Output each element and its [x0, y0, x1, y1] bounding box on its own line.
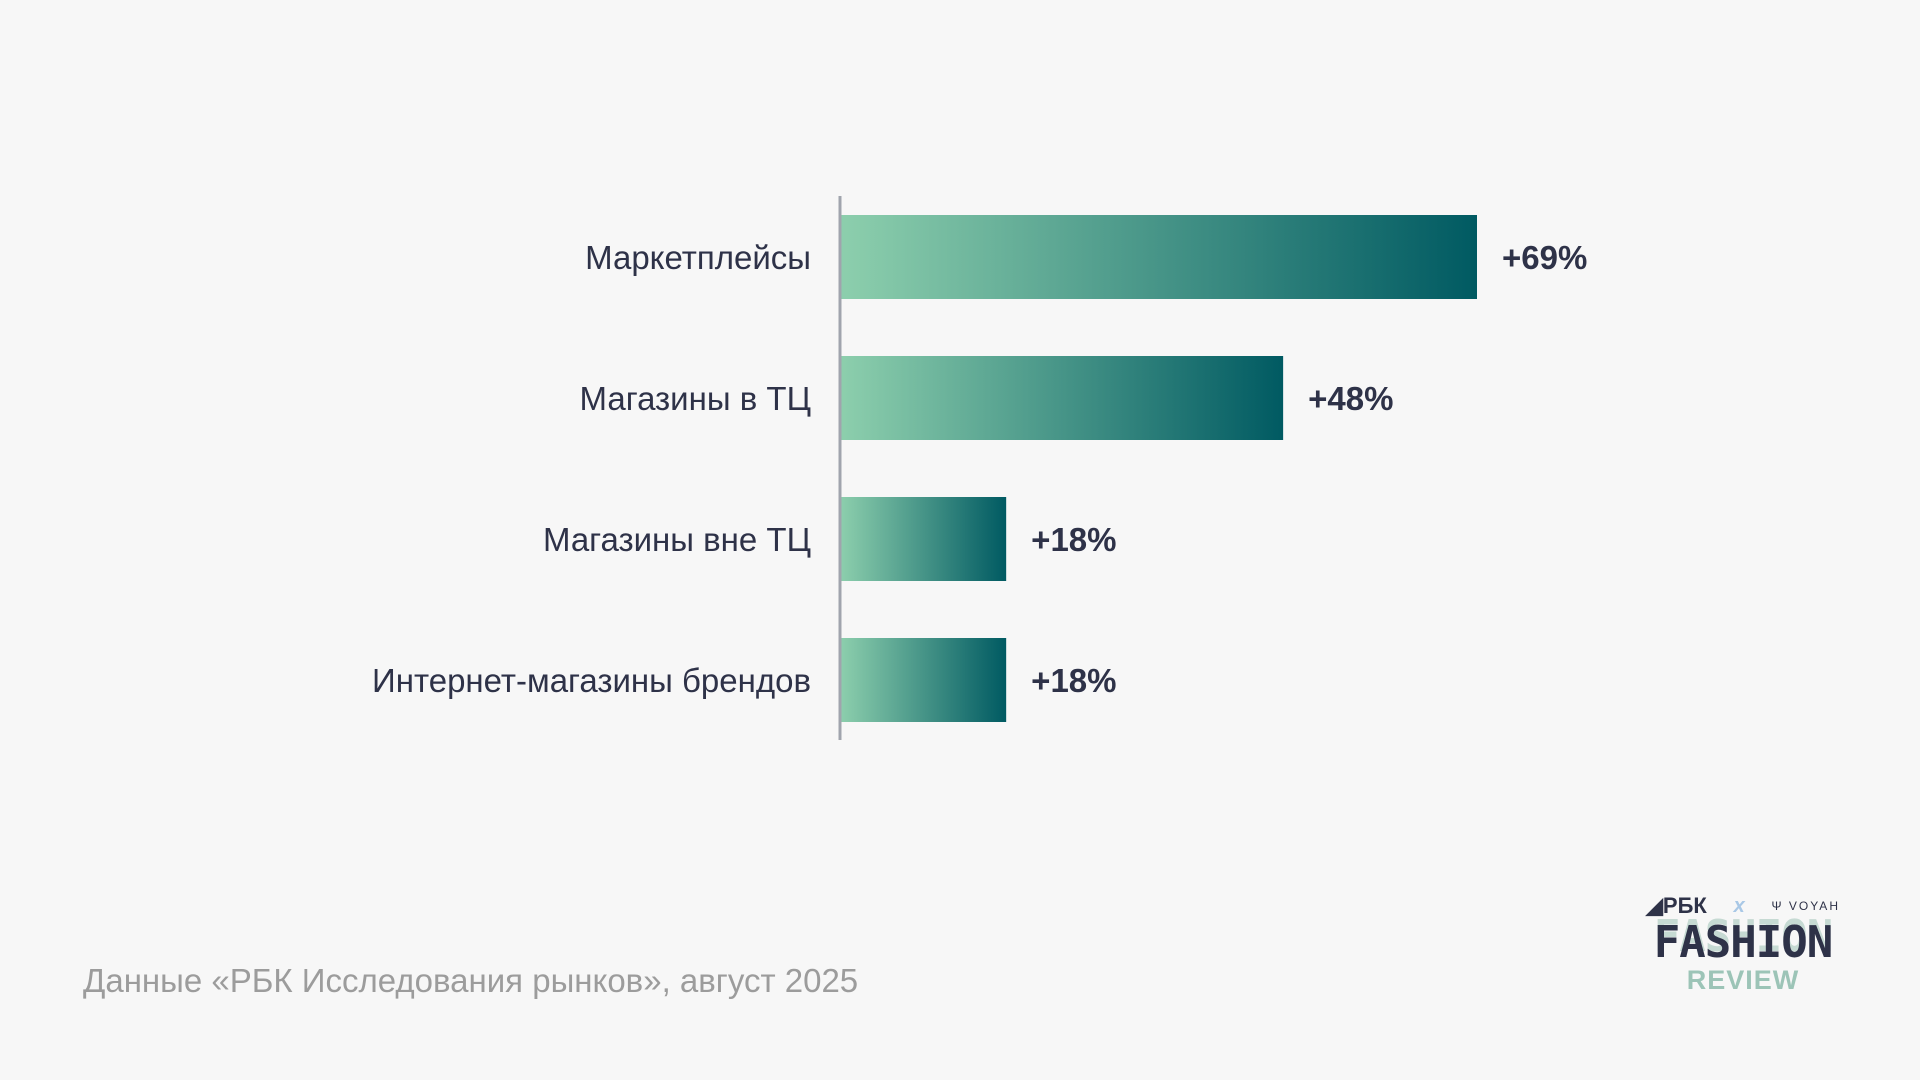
rbk-logo: ◢РБК	[1646, 893, 1707, 918]
fashion-review-logo: ◢РБК x Ψ VOYAH FASHION REVIEW	[1646, 893, 1840, 995]
voyah-logo: Ψ VOYAH	[1771, 899, 1840, 913]
value-label: +48%	[1308, 380, 1393, 417]
category-label: Интернет-магазины брендов	[372, 662, 811, 699]
category-label: Магазины в ТЦ	[580, 380, 811, 417]
logo-x: x	[1733, 894, 1745, 917]
value-label: +18%	[1031, 521, 1116, 558]
bar	[840, 497, 1007, 581]
logo-fashion: FASHION	[1653, 917, 1833, 968]
logo-review: REVIEW	[1686, 965, 1800, 995]
bar	[840, 215, 1477, 299]
bar	[840, 356, 1284, 440]
bar	[840, 638, 1007, 722]
value-label: +69%	[1502, 239, 1587, 276]
category-label: Маркетплейсы	[585, 239, 811, 276]
footnote: Данные «РБК Исследования рынков», август…	[83, 962, 859, 999]
category-label: Магазины вне ТЦ	[543, 521, 811, 558]
value-label: +18%	[1031, 662, 1116, 699]
